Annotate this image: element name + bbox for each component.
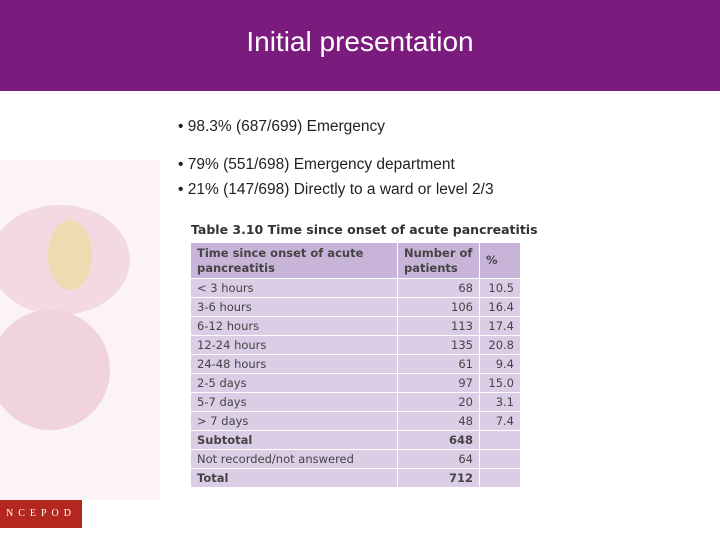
table-row: 12-24 hours 135 20.8 xyxy=(190,335,521,355)
logo: NCEPOD xyxy=(0,500,82,528)
table-cell: 6-12 hours xyxy=(190,316,398,336)
background-image xyxy=(0,160,160,500)
column-header: Time since onset of acute pancreatitis xyxy=(190,242,398,279)
table-cell: 3-6 hours xyxy=(190,297,398,317)
table-row: 3-6 hours 106 16.4 xyxy=(190,297,521,317)
header-bar xyxy=(0,0,720,91)
table-cell: 10.5 xyxy=(479,278,521,298)
table-cell: 712 xyxy=(397,468,480,488)
table-cell: 24-48 hours xyxy=(190,354,398,374)
empty-cell xyxy=(479,430,521,450)
organ-shape xyxy=(48,220,92,290)
table-cell: 12-24 hours xyxy=(190,335,398,355)
table-row: > 7 days 48 7.4 xyxy=(190,411,521,431)
bullet: • 21% (147/698) Directly to a ward or le… xyxy=(178,181,494,198)
table-cell: 48 xyxy=(397,411,480,431)
table-cell: 17.4 xyxy=(479,316,521,336)
table-cell: 64 xyxy=(397,449,480,469)
table-cell: 2-5 days xyxy=(190,373,398,393)
table-cell: 648 xyxy=(397,430,480,450)
table-cell: 7.4 xyxy=(479,411,521,431)
empty-cell xyxy=(479,468,521,488)
table-row: Not recorded/not answered 64 xyxy=(190,449,521,469)
table-cell: 15.0 xyxy=(479,373,521,393)
table-cell: 5-7 days xyxy=(190,392,398,412)
table-row: < 3 hours 68 10.5 xyxy=(190,278,521,298)
table-cell: 61 xyxy=(397,354,480,374)
table-cell: 113 xyxy=(397,316,480,336)
table-row: Subtotal 648 xyxy=(190,430,521,450)
table-cell: 68 xyxy=(397,278,480,298)
table-row: 24-48 hours 61 9.4 xyxy=(190,354,521,374)
bullet-text: 79% (551/698) Emergency department xyxy=(187,156,455,173)
table-cell: 135 xyxy=(397,335,480,355)
table-row: Total 712 xyxy=(190,468,521,488)
table-cell: 3.1 xyxy=(479,392,521,412)
table-caption: Table 3.10 Time since onset of acute pan… xyxy=(191,222,538,237)
column-header: % xyxy=(479,242,521,279)
table-cell: 106 xyxy=(397,297,480,317)
bullet: • 79% (551/698) Emergency department xyxy=(178,156,455,173)
bullet-text: 21% (147/698) Directly to a ward or leve… xyxy=(187,181,494,198)
table-cell: 16.4 xyxy=(479,297,521,317)
title: Initial presentation xyxy=(246,26,474,57)
bullet: • 98.3% (687/699) Emergency xyxy=(178,118,386,135)
header-row: Time since onset of acute pancreatitis Nu… xyxy=(190,242,521,279)
table-cell: 20.8 xyxy=(479,335,521,355)
table-cell: Subtotal xyxy=(190,430,398,450)
table-cell: Not recorded/not answered xyxy=(190,449,398,469)
data-table: Time since onset of acute pancreatitis Nu… xyxy=(190,242,521,488)
table-cell: 20 xyxy=(397,392,480,412)
table-row: 5-7 days 20 3.1 xyxy=(190,392,521,412)
table-cell: > 7 days xyxy=(190,411,398,431)
table-cell: Total xyxy=(190,468,398,488)
empty-cell xyxy=(479,449,521,469)
column-header: Number of patients xyxy=(397,242,480,279)
table-row: 2-5 days 97 15.0 xyxy=(190,373,521,393)
table-row: 6-12 hours 113 17.4 xyxy=(190,316,521,336)
table-cell: < 3 hours xyxy=(190,278,398,298)
organ-shape xyxy=(0,310,110,430)
table-cell: 97 xyxy=(397,373,480,393)
table-cell: 9.4 xyxy=(479,354,521,374)
bullet-text: 98.3% (687/699) Emergency xyxy=(187,118,386,135)
